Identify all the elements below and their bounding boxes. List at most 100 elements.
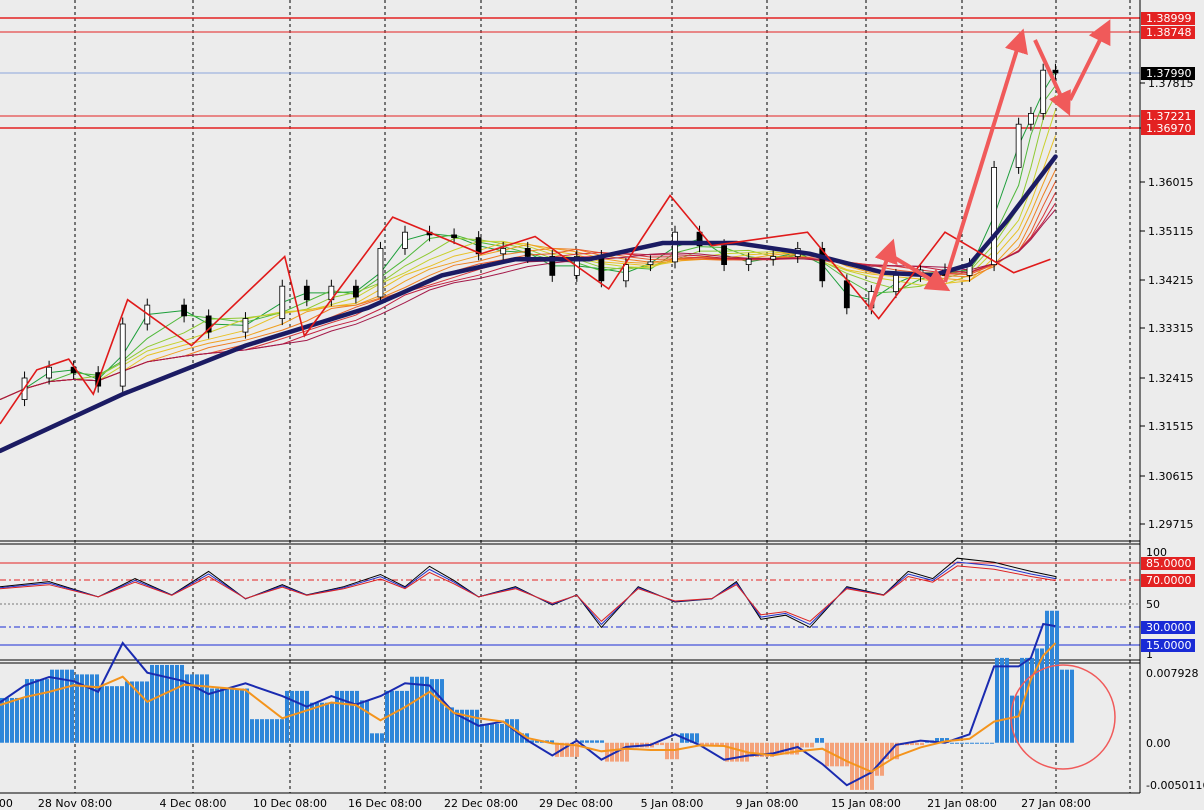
histogram-bar: [1065, 669, 1069, 743]
histogram-bar: [75, 674, 79, 743]
histogram-bar: [320, 702, 324, 743]
histogram-bar: [920, 742, 924, 746]
histogram-bar: [620, 742, 624, 762]
histogram-bar: [245, 688, 249, 743]
histogram-bar: [775, 742, 779, 755]
histogram-bar: [325, 702, 329, 743]
y-tick-label: 1.29715: [1148, 518, 1194, 531]
candle-body: [500, 247, 507, 255]
histogram-bar: [35, 679, 39, 743]
candle-body: [623, 264, 629, 282]
highlight-circle: [1010, 664, 1116, 770]
histogram-bar: [30, 679, 34, 743]
histogram-bar: [445, 707, 449, 743]
histogram-bar: [1030, 657, 1034, 743]
candle-body: [696, 231, 703, 247]
histogram-bar: [280, 719, 284, 743]
histogram-bar: [360, 700, 364, 743]
histogram-bar: [195, 674, 199, 743]
histogram-bar: [1040, 648, 1044, 743]
histogram-bar: [555, 742, 559, 757]
histogram-bar: [155, 664, 159, 743]
histogram-bar: [940, 738, 944, 743]
histogram-bar: [130, 681, 134, 743]
histogram-bar: [240, 688, 244, 743]
histogram-bar: [730, 742, 734, 762]
level-price-label: 1.37221: [1146, 110, 1192, 123]
candle-body: [451, 234, 457, 238]
y-tick-label: 1.37815: [1148, 77, 1194, 90]
histogram-bar: [695, 733, 699, 743]
histogram-bar: [435, 679, 439, 743]
candle-body: [377, 247, 384, 298]
y-tick-label: 1.31515: [1148, 420, 1194, 433]
oscillator-level-tag: [1141, 574, 1195, 587]
time-axis: 08:00 28 Nov 08:00 4 Dec 08:00 10 Dec 08:00…: [0, 797, 1091, 810]
histogram-bar: [60, 669, 64, 743]
oscillator-panel[interactable]: [0, 557, 1140, 646]
histogram-bar: [395, 690, 399, 743]
annotations: [868, 19, 1116, 770]
candle-body: [1028, 113, 1034, 125]
x-tick-label: 15 Jan 08:00: [831, 797, 901, 810]
histogram-bar: [970, 742, 974, 744]
histogram-bar: [535, 740, 539, 743]
histogram-bar: [705, 742, 709, 746]
histogram-bar: [760, 742, 764, 757]
candle-body: [524, 247, 531, 257]
candle-body: [598, 256, 605, 282]
histogram-bar: [590, 740, 594, 743]
candle-body: [205, 315, 212, 333]
histogram-bar: [550, 740, 554, 743]
histogram-bar: [985, 742, 989, 744]
histogram-bar: [755, 742, 759, 757]
histogram-bar: [835, 742, 839, 767]
level-price-tag: [1141, 26, 1195, 39]
histogram-bar: [840, 742, 844, 767]
histogram-bar: [870, 742, 874, 790]
histogram-bar: [95, 674, 99, 743]
histogram-bar: [675, 742, 679, 760]
price-axis: 1.378151.369151.360151.351151.342151.333…: [1140, 12, 1195, 531]
level-price-tag: [1141, 12, 1195, 25]
histogram-bar: [455, 709, 459, 743]
oscillator-slow-line: [0, 565, 1056, 622]
histogram-bar: [270, 719, 274, 743]
histogram-bar: [460, 709, 464, 743]
histogram-bar: [630, 742, 634, 748]
histogram-bar: [145, 681, 149, 743]
level-price-tag: [1141, 110, 1195, 123]
y-tick-label: 1.34215: [1148, 274, 1194, 287]
histogram-bar: [605, 742, 609, 762]
histogram-bar: [180, 664, 184, 743]
histogram-bar: [530, 740, 534, 743]
candle-body: [279, 285, 286, 320]
histogram-bar: [250, 719, 254, 743]
histogram-panel[interactable]: [0, 610, 1074, 790]
x-tick-label: 29 Dec 08:00: [539, 797, 613, 810]
histogram-bar: [740, 742, 744, 762]
x-tick-label: 22 Dec 08:00: [444, 797, 518, 810]
histogram-bar: [0, 697, 4, 743]
histogram-axis: 0.007928 0.00 -0.0050116: [1146, 667, 1204, 792]
oscillator-level-label: 15.0000: [1146, 639, 1192, 652]
histogram-bar: [700, 742, 704, 746]
histogram-bar: [810, 742, 814, 748]
histogram-bar: [20, 697, 24, 743]
histogram-bar: [865, 742, 869, 790]
histogram-bar: [475, 709, 479, 743]
histogram-bar: [405, 690, 409, 743]
level-price-label: 1.36970: [1146, 122, 1192, 135]
oscillator-level-tag: [1141, 621, 1195, 634]
histogram-bar: [100, 686, 104, 743]
histogram-bar: [255, 719, 259, 743]
histogram-bar: [170, 664, 174, 743]
x-tick-label: 21 Jan 08:00: [927, 797, 997, 810]
level-price-tag: [1141, 122, 1195, 135]
histogram-bar: [45, 679, 49, 743]
histogram-bar: [470, 709, 474, 743]
histogram-bar: [305, 690, 309, 743]
candle-body: [1052, 69, 1059, 74]
histogram-bar: [330, 702, 334, 743]
